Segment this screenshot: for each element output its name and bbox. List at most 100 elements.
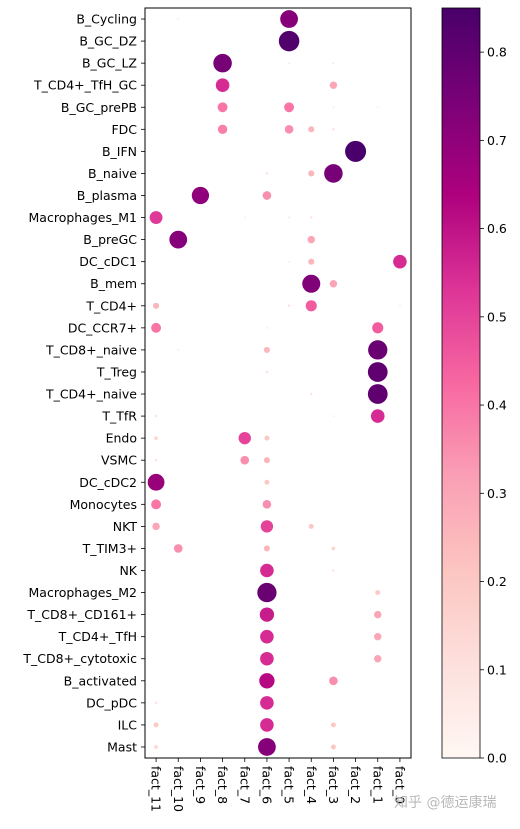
dot-marker: [260, 520, 274, 533]
dot-marker: [154, 745, 158, 749]
dot-marker: [367, 384, 388, 404]
x-tick-label: fact_7: [237, 766, 252, 804]
colorbar-tick-label: 0.6: [487, 221, 507, 236]
dot-marker: [217, 102, 228, 113]
colorbar-tick-label: 0.3: [487, 486, 507, 501]
dot-marker: [287, 304, 291, 308]
dot-marker: [280, 10, 298, 28]
dot-marker: [332, 62, 335, 65]
dot-marker: [331, 546, 336, 551]
dot-marker: [217, 124, 228, 135]
dot-marker: [372, 322, 384, 334]
x-tick-labels: fact_11 fact_10 fact_9 fact_8 fact_7 fact_6 fa…: [149, 766, 408, 812]
colorbar-tick-label: 0.7: [487, 133, 507, 148]
y-tick-label: T_CD4+: [85, 298, 137, 313]
y-tick-label: DC_CCR7+: [68, 320, 137, 335]
dot-marker: [302, 274, 321, 293]
dot-marker: [169, 230, 188, 249]
dot-marker: [149, 211, 163, 224]
x-tick-label: fact_6: [259, 766, 274, 804]
dot-marker: [288, 216, 291, 219]
dot-marker: [310, 216, 313, 219]
y-tick-label: B_GC_prePB: [61, 100, 137, 115]
x-tick-label: fact_10: [171, 766, 186, 812]
x-tick-label: fact_11: [149, 766, 164, 812]
dot-marker: [154, 458, 158, 462]
dot-marker: [332, 128, 335, 131]
dot-marker: [265, 326, 268, 329]
dot-marker: [154, 701, 158, 705]
axis-ticks: [141, 18, 401, 762]
dot-marker: [332, 569, 335, 572]
dot-marker: [330, 722, 336, 728]
y-tick-label: B_naive: [88, 166, 137, 181]
dot-marker: [330, 744, 336, 750]
dot-marker: [329, 280, 338, 288]
y-tick-label: VSMC: [101, 453, 137, 468]
dot-marker: [213, 53, 232, 73]
dot-marker: [151, 499, 162, 510]
dot-marker: [151, 322, 162, 333]
x-tick-label: fact_3: [326, 766, 341, 804]
dot-marker: [264, 435, 270, 441]
dot-marker: [308, 126, 315, 133]
dot-marker: [324, 164, 343, 183]
y-tick-labels: B_Cycling B_GC_DZ B_GC_LZ T_CD4+_TfH_GC B_GC…: [22, 12, 137, 755]
dot-marker: [257, 582, 277, 603]
dot-marker: [307, 235, 315, 244]
dot-marker: [288, 62, 291, 65]
y-tick-label: B_IFN: [102, 144, 137, 159]
y-tick-label: DC_pDC: [86, 695, 137, 710]
dot-marker: [177, 348, 180, 351]
x-tick-label: fact_8: [215, 766, 230, 804]
dot-marker: [368, 340, 388, 360]
dot-marker: [367, 362, 388, 382]
dot-marker: [258, 738, 276, 756]
dot-marker: [278, 30, 300, 52]
x-tick-label: fact_1: [370, 766, 385, 804]
dot-marker: [154, 436, 158, 440]
y-tick-label: FDC: [111, 122, 137, 137]
dot-marker: [375, 590, 381, 596]
dot-marker: [260, 651, 274, 666]
y-tick-label: Macrophages_M2: [29, 585, 137, 600]
dot-marker: [374, 655, 382, 663]
dot-marker: [332, 415, 335, 418]
dot-marker: [260, 718, 274, 732]
dot-marker: [152, 302, 160, 309]
dot-marker: [308, 170, 315, 177]
dot-marker: [345, 140, 367, 162]
y-tick-label: Endo: [106, 431, 137, 446]
dot-marker: [374, 632, 382, 641]
dot-marker: [308, 523, 314, 529]
y-tick-label: T_TfR: [101, 409, 137, 424]
dot-marker: [376, 106, 379, 109]
colorbar-tick-label: 0.8: [487, 45, 507, 60]
y-tick-label: T_CD8+_CD161+: [26, 607, 137, 622]
dot-marker: [243, 216, 246, 219]
y-tick-label: NKT: [113, 519, 138, 534]
dot-marker: [238, 431, 251, 445]
colorbar-tick-label: 0.2: [487, 574, 507, 589]
y-tick-label: B_mem: [90, 276, 137, 291]
y-tick-label: B_preGC: [83, 232, 137, 247]
dot-marker: [215, 78, 230, 92]
y-tick-label: ILC: [118, 717, 138, 732]
x-tick-label: fact_0: [392, 766, 407, 804]
y-tick-label: T_CD8+_naive: [45, 342, 137, 357]
colorbar-tick-label: 0.5: [487, 309, 507, 324]
y-tick-label: DC_cDC1: [79, 254, 137, 269]
dot-marker: [329, 81, 338, 89]
y-tick-label: B_GC_DZ: [79, 34, 137, 49]
y-tick-label: B_activated: [64, 673, 137, 688]
y-tick-label: T_CD4+_naive: [45, 387, 137, 402]
x-tick-label: fact_2: [348, 766, 363, 804]
dot-marker: [263, 346, 271, 354]
dot-marker: [310, 392, 313, 396]
dot-marker: [153, 722, 159, 728]
dot-markers: [147, 10, 407, 756]
dot-marker: [262, 191, 272, 200]
dot-marker: [240, 455, 250, 465]
y-tick-label: Monocytes: [70, 497, 137, 512]
